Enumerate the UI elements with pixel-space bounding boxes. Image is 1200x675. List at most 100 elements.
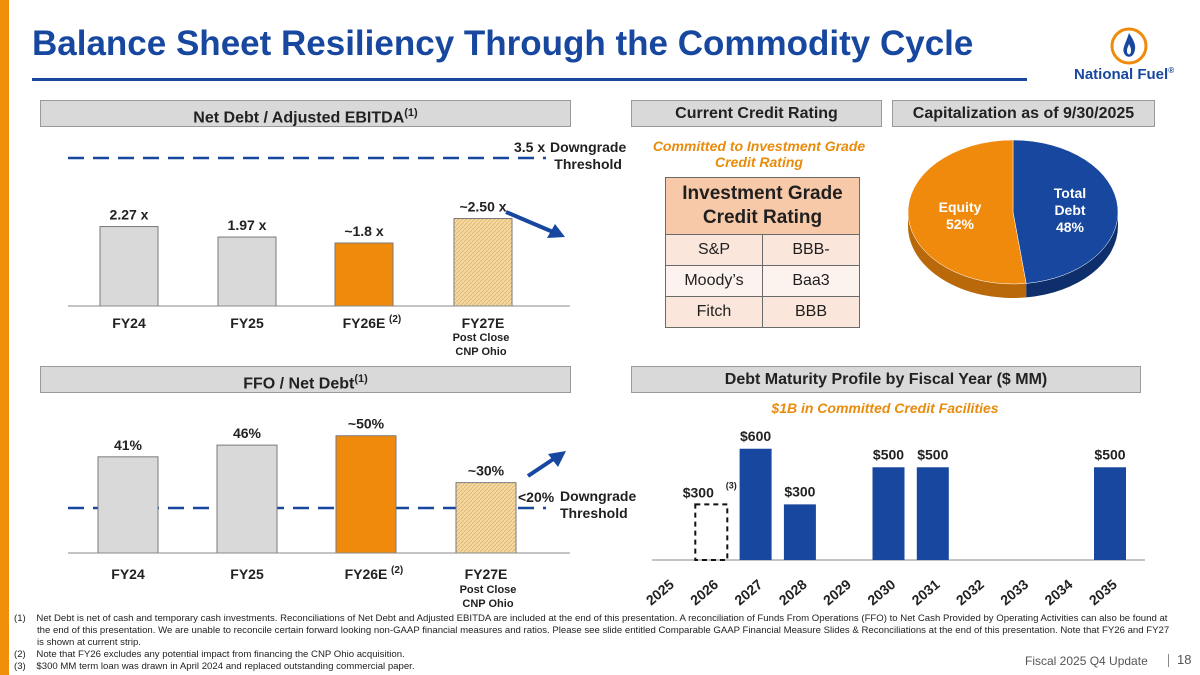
footnote-2: (2) Note that FY26 excludes any potentia… bbox=[14, 649, 405, 660]
bar-fy25 bbox=[217, 236, 277, 307]
bar-fy26e bbox=[335, 435, 397, 554]
year-label: 2032 bbox=[953, 576, 987, 608]
bar-fy27e bbox=[453, 218, 513, 307]
ffo-net-debt-heading: FFO / Net Debt(1) bbox=[40, 366, 571, 393]
bar-value-label: $500 bbox=[1094, 446, 1125, 462]
category-label: FY27E bbox=[462, 315, 505, 331]
footer-text: Fiscal 2025 Q4 Update bbox=[1025, 654, 1148, 668]
category-footnote-marker: (2) bbox=[389, 314, 401, 325]
nd-threshold-label: Downgrade Threshold bbox=[550, 139, 627, 172]
page-title: Balance Sheet Resiliency Through the Com… bbox=[32, 24, 974, 63]
bar-value-label: ~2.50 x bbox=[459, 199, 506, 215]
category-label: FY25 bbox=[230, 566, 264, 582]
bar-value-label: $600 bbox=[740, 430, 771, 444]
credit-rating-heading: Current Credit Rating bbox=[631, 100, 882, 127]
credit-rating-table-header: Investment Grade Credit Rating bbox=[665, 177, 860, 235]
ffo-net-debt-chart: 41% FY24 46% FY25 ~50% FY26E (2) ~30% FY27E bbox=[68, 416, 570, 582]
bar-value-label: 41% bbox=[114, 437, 143, 453]
trend-arrowhead-icon bbox=[548, 451, 566, 467]
category-footnote-marker: (2) bbox=[391, 565, 403, 576]
footnote-3: (3) $300 MM term loan was drawn in April… bbox=[14, 661, 415, 672]
bar-2027 bbox=[739, 448, 772, 560]
bar-value-label: $300 bbox=[784, 483, 815, 499]
bar-value-label: ~1.8 x bbox=[344, 223, 384, 239]
agency-cell: S&P bbox=[665, 234, 763, 266]
pie-label: Equity bbox=[939, 199, 982, 215]
footnotes: (1) Net Debt is net of cash and temporar… bbox=[14, 613, 1174, 673]
year-label: 2029 bbox=[820, 576, 854, 608]
bar-footnote-marker: (3) bbox=[726, 480, 737, 490]
pie-slice-side bbox=[908, 212, 1027, 298]
pie-slice-total-debt bbox=[1012, 139, 1119, 284]
bar-fy24 bbox=[99, 226, 159, 307]
bar-value-label: $300 bbox=[683, 484, 714, 500]
ffo-threshold-label: Downgrade Threshold bbox=[560, 488, 637, 521]
bar-value-label: ~30% bbox=[468, 463, 505, 479]
nd-post-close-note: Post Close CNP Ohio bbox=[452, 332, 510, 358]
year-label: 2035 bbox=[1086, 576, 1120, 608]
footnote-1: (1) Net Debt is net of cash and temporar… bbox=[14, 613, 1170, 648]
category-label: FY24 bbox=[111, 566, 145, 582]
nd-threshold-value: 3.5 x bbox=[514, 139, 546, 155]
national-fuel-flame-icon bbox=[1110, 27, 1148, 65]
pie-label: 52% bbox=[946, 216, 975, 232]
table-row: Moody’s Baa3 bbox=[665, 265, 860, 297]
agency-cell: Fitch bbox=[665, 296, 763, 328]
pie-label: 48% bbox=[1056, 219, 1085, 235]
debt-maturity-chart: 2025 $300 (3) 2026 $600 2027 $300 2028 2029 $500 2… bbox=[643, 430, 1145, 608]
capitalization-heading: Capitalization as of 9/30/2025 bbox=[892, 100, 1155, 127]
bar-2028 bbox=[783, 504, 816, 560]
credit-rating-table: Investment Grade Credit Rating S&P BBB- Mo… bbox=[665, 177, 860, 328]
trend-arrow-icon bbox=[505, 210, 554, 234]
year-label: 2027 bbox=[731, 576, 765, 608]
bar-value-label: $500 bbox=[917, 446, 948, 462]
left-accent-bar bbox=[0, 0, 9, 675]
rating-cell: BBB- bbox=[762, 234, 860, 266]
bar-value-label: ~50% bbox=[348, 416, 385, 432]
page-number: 18 bbox=[1177, 652, 1192, 667]
trend-arrowhead-icon bbox=[547, 224, 565, 238]
year-label: 2030 bbox=[864, 576, 898, 608]
ffo-post-close-note: Post Close CNP Ohio bbox=[459, 584, 517, 610]
debt-maturity-heading: Debt Maturity Profile by Fiscal Year ($ … bbox=[631, 366, 1141, 393]
logo-text: National Fuel® bbox=[1074, 66, 1175, 83]
year-label: 2025 bbox=[643, 576, 677, 608]
year-label: 2033 bbox=[997, 576, 1031, 608]
bar-2030 bbox=[872, 467, 905, 560]
rating-cell: BBB bbox=[762, 296, 860, 328]
bar-fy25 bbox=[216, 444, 278, 554]
net-debt-ebitda-heading: Net Debt / Adjusted EBITDA(1) bbox=[40, 100, 571, 127]
pie-label: Debt bbox=[1054, 202, 1085, 218]
bar-fy24 bbox=[97, 456, 159, 554]
category-label: FY24 bbox=[112, 315, 146, 331]
bar-value-label: $500 bbox=[873, 446, 904, 462]
ffo-threshold-value: <20% bbox=[518, 489, 555, 505]
rating-cell: Baa3 bbox=[762, 265, 860, 297]
title-underline bbox=[32, 78, 1027, 81]
year-label: 2028 bbox=[776, 576, 810, 608]
category-label: FY26E bbox=[343, 315, 386, 331]
bar-2026 bbox=[694, 503, 729, 561]
net-debt-ebitda-chart: 2.27 x FY24 1.97 x FY25 ~1.8 x FY26E (2) ~2.50 … bbox=[68, 156, 570, 331]
year-label: 2026 bbox=[687, 576, 721, 608]
category-label: FY27E bbox=[465, 566, 508, 582]
category-label: FY25 bbox=[230, 315, 264, 331]
table-row: S&P BBB- bbox=[665, 234, 860, 266]
maturity-subtitle: $1B in Committed Credit Facilities bbox=[771, 400, 999, 416]
footer-separator bbox=[1168, 654, 1169, 667]
pie-label: Total bbox=[1054, 185, 1086, 201]
year-label: 2031 bbox=[909, 576, 943, 608]
trend-arrow-icon bbox=[526, 456, 557, 478]
bar-value-label: 1.97 x bbox=[228, 217, 267, 233]
year-label: 2034 bbox=[1041, 576, 1075, 608]
bar-fy26e bbox=[334, 242, 394, 307]
category-label: FY26E bbox=[345, 566, 388, 582]
table-row: Fitch BBB bbox=[665, 296, 860, 328]
pie-slice-side bbox=[1026, 212, 1118, 298]
bar-2035 bbox=[1094, 467, 1126, 560]
bar-fy27e bbox=[455, 482, 517, 554]
credit-rating-subtitle: Committed to Investment Grade Credit Rati… bbox=[652, 138, 866, 170]
bar-value-label: 2.27 x bbox=[110, 207, 149, 223]
bar-value-label: 46% bbox=[233, 425, 262, 441]
